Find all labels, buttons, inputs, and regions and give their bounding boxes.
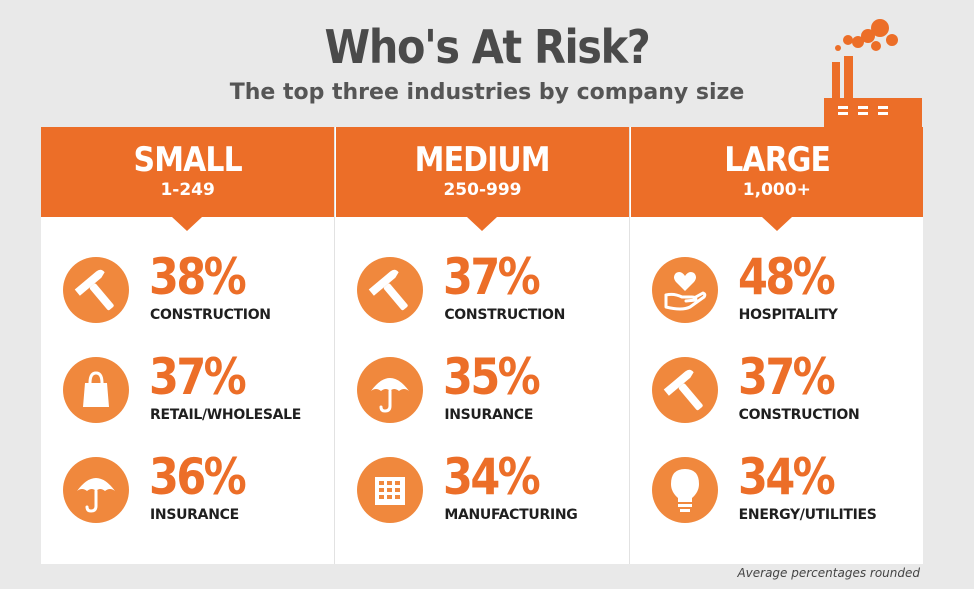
hammer-icon [357, 257, 424, 323]
industry-label: CONSTRUCTION [150, 307, 271, 323]
column-small: SMALL 1-249 38% CONSTRUCTION 37% RETAIL/WHOLE… [41, 127, 335, 564]
size-range: 1,000+ [742, 180, 811, 200]
percentage-value: 38% [149, 248, 247, 306]
industry-label: CONSTRUCTION [444, 307, 566, 323]
industry-row: 34% MANUFACTURING [335, 449, 629, 553]
industry-label: RETAIL/WHOLESALE [150, 407, 302, 423]
percentage-value: 37% [149, 348, 247, 406]
building-icon [357, 457, 424, 523]
page-subtitle: The top three industries by company size [229, 80, 745, 105]
size-label: SMALL [133, 140, 243, 180]
umbrella-icon [63, 457, 129, 523]
industry-row: 35% INSURANCE [335, 349, 629, 453]
industry-label: ENERGY/UTILITIES [738, 507, 877, 523]
column-large: LARGE 1,000+ 48% HOSPITALITY 37% CONSTRUCTION… [628, 127, 924, 564]
footnote: Average percentages rounded [737, 566, 920, 580]
factory-icon [824, 19, 922, 130]
header-pointer [761, 217, 792, 231]
industry-label: MANUFACTURING [444, 507, 578, 523]
percentage-value: 48% [737, 248, 836, 306]
lightbulb-icon [651, 457, 718, 523]
column-header: MEDIUM 250-999 [335, 127, 629, 231]
percentage-value: 37% [443, 248, 541, 306]
heart-hand-icon [651, 257, 718, 323]
industry-row: 48% HOSPITALITY [630, 249, 924, 353]
industry-label: CONSTRUCTION [738, 407, 860, 423]
column-medium: MEDIUM 250-999 37% CONSTRUCTION 35% INSURANCE… [334, 127, 629, 564]
column-header: SMALL 1-249 [41, 127, 335, 231]
percentage-value: 37% [737, 348, 836, 406]
percentage-value: 36% [149, 448, 247, 506]
percentage-value: 34% [443, 448, 541, 506]
percentage-value: 34% [737, 448, 836, 506]
header-pointer [172, 217, 202, 231]
percentage-value: 35% [443, 348, 541, 406]
hammer-icon [651, 357, 718, 423]
header-pointer [467, 217, 498, 231]
industry-label: INSURANCE [444, 407, 534, 423]
company-size-columns: SMALL 1-249 38% CONSTRUCTION 37% RETAIL/WHOLE… [41, 127, 923, 564]
industry-label: INSURANCE [150, 507, 239, 523]
industry-row: 37% CONSTRUCTION [335, 249, 629, 353]
size-label: MEDIUM [415, 140, 551, 180]
industry-label: HOSPITALITY [738, 307, 838, 323]
industry-row: 38% CONSTRUCTION [41, 249, 335, 353]
industry-row: 36% INSURANCE [41, 449, 335, 553]
size-label: LARGE [723, 140, 831, 180]
industry-row: 37% CONSTRUCTION [630, 349, 924, 453]
shopping-bag-icon [63, 357, 129, 423]
industry-row: 37% RETAIL/WHOLESALE [41, 349, 335, 453]
page-title: Who's At Risk? [324, 20, 651, 74]
size-range: 1-249 [160, 180, 215, 200]
industry-row: 34% ENERGY/UTILITIES [630, 449, 924, 553]
hammer-icon [63, 257, 129, 323]
umbrella-icon [357, 357, 424, 423]
column-header: LARGE 1,000+ [629, 127, 923, 231]
size-range: 250-999 [443, 180, 522, 200]
